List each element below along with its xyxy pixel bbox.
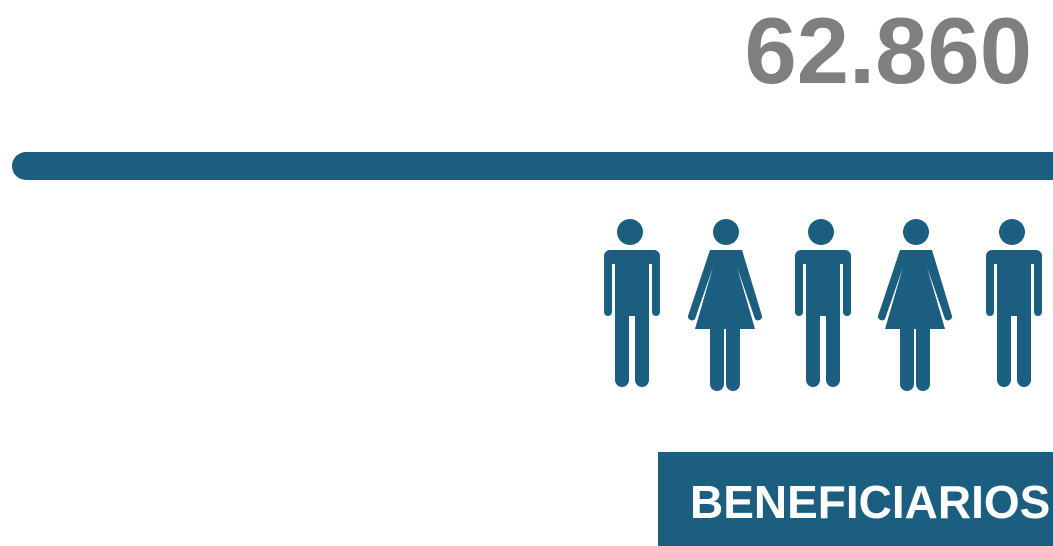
people-icons [604, 219, 1042, 391]
man-icon [986, 219, 1042, 387]
man-icon [604, 219, 660, 387]
woman-icon [687, 219, 763, 391]
stat-value: 62.860 [744, 0, 1032, 103]
woman-icon [877, 219, 953, 391]
label-box [658, 452, 1053, 546]
stat-label: BENEFICIARIOS [690, 476, 1050, 528]
man-icon [795, 219, 851, 387]
